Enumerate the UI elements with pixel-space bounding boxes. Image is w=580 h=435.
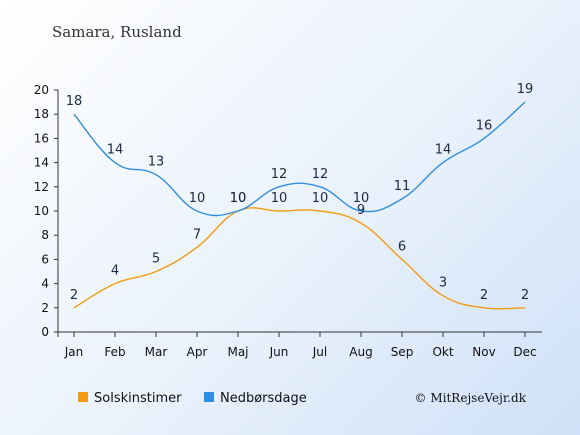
data-label-solskinstimer: 6 (398, 239, 406, 254)
legend-label: Nedbørsdage (220, 391, 307, 406)
data-label-solskinstimer: 5 (152, 252, 160, 267)
chart-title: Samara, Rusland (52, 23, 182, 41)
x-tick-label: Jul (312, 345, 327, 359)
legend-label: Solskinstimer (94, 391, 182, 406)
data-label-solskinstimer: 10 (312, 191, 329, 206)
data-label-solskinstimer: 2 (521, 288, 529, 303)
x-tick-label: Apr (187, 345, 208, 359)
x-tick-label: Jan (64, 345, 84, 359)
y-tick-label: 18 (34, 107, 49, 121)
credit-text: © MitRejseVejr.dk (415, 391, 527, 405)
data-label-solskinstimer: 2 (480, 288, 488, 303)
data-label-nedb-rsdage: 16 (476, 118, 493, 133)
data-label-solskinstimer: 3 (439, 276, 447, 291)
x-tick-label: Feb (104, 345, 125, 359)
data-label-solskinstimer: 10 (230, 191, 247, 206)
legend-swatch (78, 392, 88, 402)
series-line-nedb-rsdage (73, 101, 526, 217)
data-label-solskinstimer: 9 (357, 203, 365, 218)
y-tick-label: 14 (34, 156, 49, 170)
y-tick-label: 8 (41, 228, 49, 242)
x-tick-label: Maj (227, 345, 248, 359)
data-label-nedb-rsdage: 14 (107, 143, 124, 158)
data-label-solskinstimer: 10 (271, 191, 288, 206)
x-tick-label: Okt (432, 345, 453, 359)
data-label-nedb-rsdage: 13 (148, 155, 165, 170)
legend: Solskinstimer Nedbørsdage (78, 391, 307, 406)
x-tick-label: Dec (513, 345, 536, 359)
y-tick-label: 12 (34, 180, 49, 194)
y-tick-label: 6 (41, 252, 49, 266)
x-tick-label: Sep (391, 345, 414, 359)
y-tick-label: 2 (41, 301, 49, 315)
data-label-solskinstimer: 4 (111, 264, 119, 279)
data-label-nedb-rsdage: 10 (353, 191, 370, 206)
y-tick-label: 4 (41, 277, 49, 291)
data-label-nedb-rsdage: 12 (312, 167, 329, 182)
x-tick-label: Jun (269, 345, 289, 359)
legend-swatch (204, 392, 214, 402)
x-tick-label: Mar (145, 345, 168, 359)
x-tick-label: Aug (349, 345, 372, 359)
data-label-nedb-rsdage: 19 (517, 82, 534, 97)
data-label-nedb-rsdage: 12 (271, 167, 288, 182)
data-label-nedb-rsdage: 14 (435, 143, 452, 158)
series-line-solskinstimer (73, 207, 526, 310)
y-tick-label: 0 (41, 325, 49, 339)
data-label-nedb-rsdage: 10 (230, 191, 247, 206)
series-lines (73, 101, 526, 310)
x-tick-label: Nov (472, 345, 495, 359)
y-tick-label: 10 (34, 204, 49, 218)
data-label-nedb-rsdage: 11 (394, 179, 411, 194)
y-tick-label: 16 (34, 131, 49, 145)
data-label-solskinstimer: 7 (193, 227, 201, 242)
data-label-nedb-rsdage: 18 (66, 94, 83, 109)
data-label-solskinstimer: 2 (70, 288, 78, 303)
y-tick-label: 20 (34, 83, 49, 97)
data-label-nedb-rsdage: 10 (189, 191, 206, 206)
axes: 0 2 4 6 8 10 12 14 16 18 20 Jan Feb Mar Apr Maj Jun Jul Au… (34, 83, 542, 359)
